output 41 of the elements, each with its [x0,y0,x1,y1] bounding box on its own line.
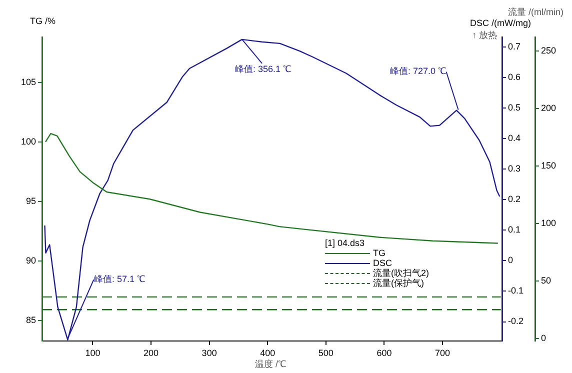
x-tick-label: 400 [260,348,276,358]
annotation: 峰值: 356.1 ℃ [235,63,292,76]
x-tick-label: 100 [85,348,100,358]
y3-tick-label: 150 [541,160,556,170]
legend-title: [1] 04.ds3 [325,238,366,248]
y3-axis-title: 流量 /(ml/min) [508,6,564,19]
legend-label: 流量(吹扫气2) [373,266,429,278]
y3-tick-label: 100 [541,218,556,228]
y-tick-label: 105 [20,76,36,87]
y-tick-label: 90 [26,256,36,266]
y2-tick-label: -0.1 [508,286,524,296]
legend-label: 流量(保护气) [373,278,424,290]
y2-tick-label: -0.2 [508,316,524,326]
y3-tick-label: 250 [541,45,556,56]
y-tick-label: 95 [26,196,36,206]
y2-tick-label: 0.6 [508,72,521,82]
annotation: 峰值: 57.1 ℃ [94,273,146,286]
y3-tick-label: 0 [541,332,546,343]
x-tick-label: 600 [376,348,392,358]
y2-tick-label: 0.5 [508,102,521,112]
y2-tick-label: 0.1 [508,224,521,235]
x-tick-label: 500 [318,348,334,358]
x-tick-label: 200 [144,348,159,358]
x-tick-label: 300 [202,348,217,358]
y3-tick-label: 200 [541,102,556,113]
y2-axis-title: DSC /(mW/mg) [470,18,531,28]
y2-tick-label: 0.7 [508,41,521,52]
legend-label: TG [373,248,386,258]
x-axis-title: 温度 /℃ [255,358,286,371]
y2-tick-label: 0.3 [508,163,521,174]
annotation: 峰值: 727.0 ℃ [390,65,446,78]
x-tick-label: 700 [435,348,450,358]
annotation: ↑ 放热 [472,29,498,42]
y2-tick-label: 0.2 [508,194,521,204]
legend-label: DSC [373,258,392,268]
y2-tick-label: 0 [508,255,514,266]
y2-tick-label: 0.4 [508,132,521,143]
y-tick-label: 85 [26,315,36,326]
y-axis-title: TG /% [30,16,56,26]
y-tick-label: 100 [20,136,36,146]
y3-tick-label: 50 [541,275,552,286]
